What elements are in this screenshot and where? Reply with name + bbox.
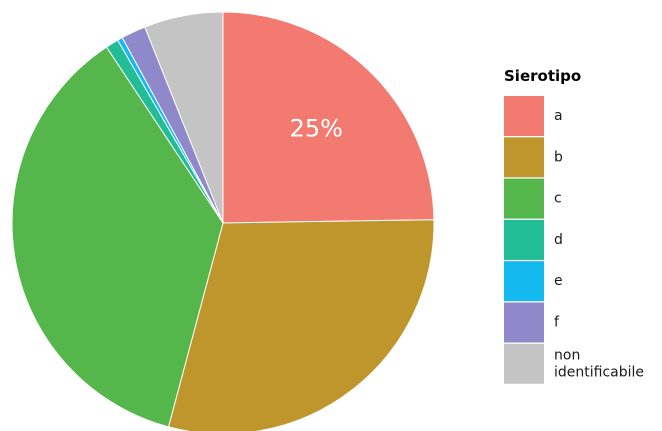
legend-key-f — [504, 302, 544, 343]
legend-label-c: c — [554, 191, 562, 207]
legend-label-e: e — [554, 273, 563, 289]
legend-key-d — [504, 219, 544, 260]
pie-slice-labels: 25% — [290, 114, 343, 142]
legend-label-a: a — [554, 108, 563, 124]
legend-label-b: b — [554, 149, 563, 165]
legend-label-d: d — [554, 232, 563, 248]
legend-label-non-identificabile: non identificabile — [554, 347, 644, 380]
legend-label-f: f — [554, 315, 560, 331]
slice-label-a: 25% — [290, 114, 343, 142]
legend-key-e — [504, 261, 544, 302]
legend-title: Sierotipo — [504, 67, 581, 85]
pie-slice-b — [167, 219, 435, 431]
pie-slice-a — [222, 11, 435, 224]
pie-slice-c — [11, 46, 224, 428]
pie-slice-non-identificabile — [144, 11, 224, 224]
legend: Sierotipo a b c d e f non identificabile — [504, 67, 644, 384]
legend-key-b — [504, 137, 544, 178]
pie-slices — [11, 11, 435, 431]
legend-key-a — [504, 96, 544, 136]
legend-key-non-identificabile — [504, 343, 544, 384]
legend-items: a b c d e f non identificabile — [504, 96, 644, 384]
legend-key-c — [504, 178, 544, 219]
